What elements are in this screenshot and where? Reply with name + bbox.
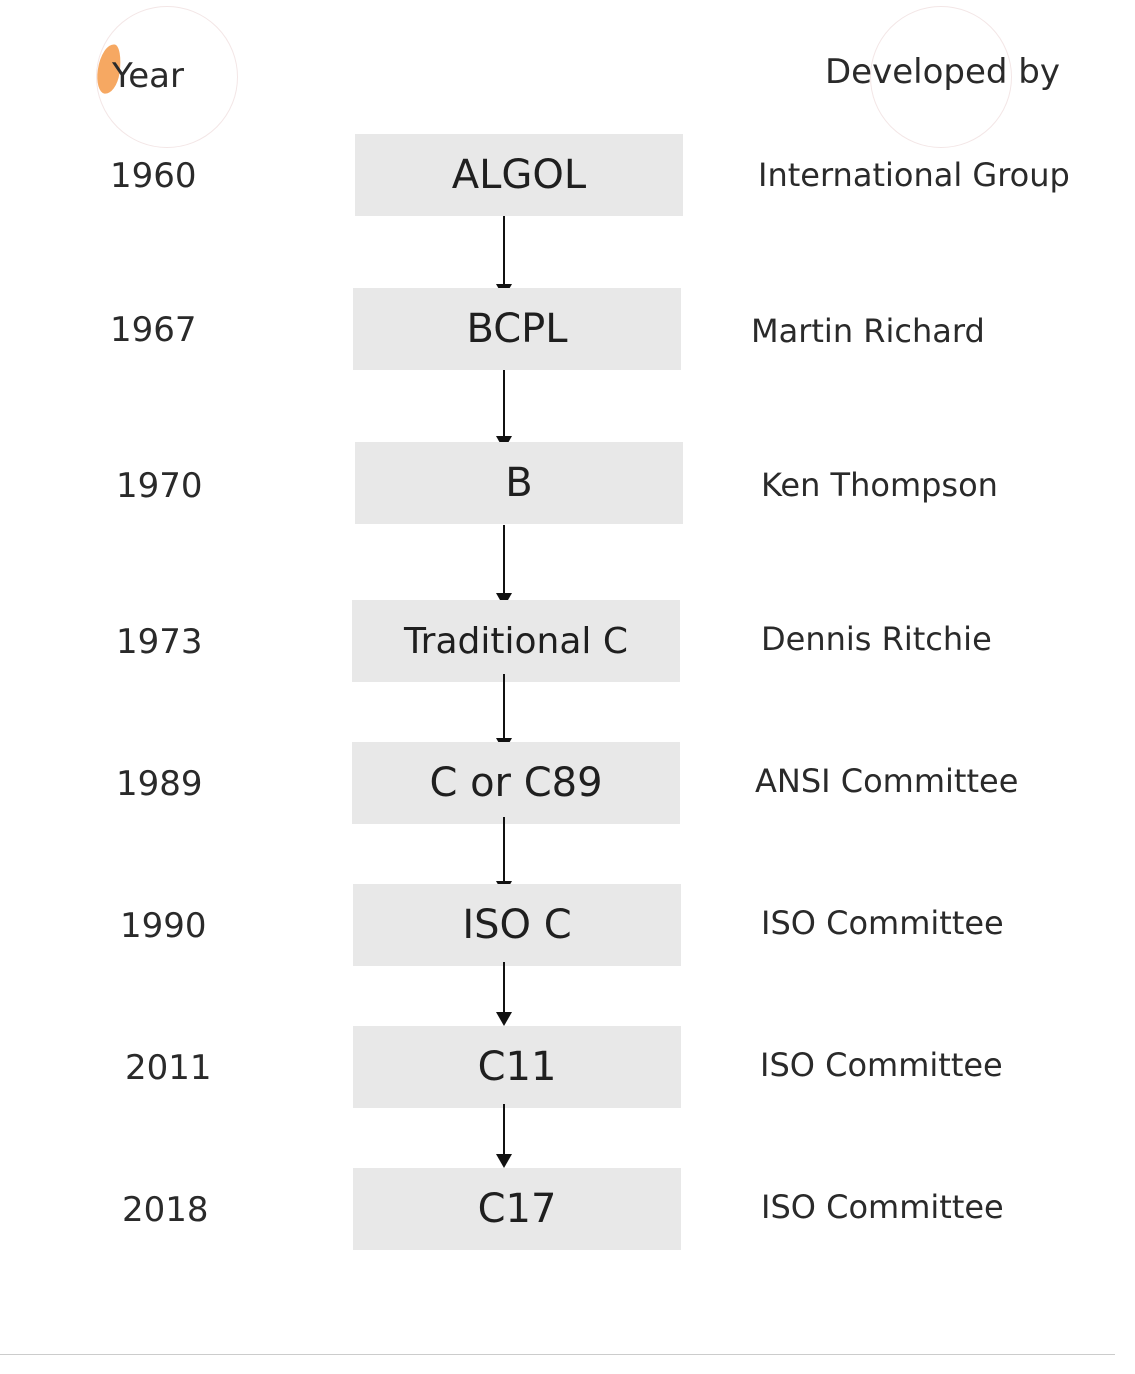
developer-label: ISO Committee xyxy=(761,904,1004,942)
year-label: 1960 xyxy=(110,156,197,196)
year-column-header: Year xyxy=(112,56,184,96)
language-box: ALGOL xyxy=(355,134,683,216)
decorative-circle-right xyxy=(870,6,1012,148)
flow-arrow xyxy=(496,525,512,607)
language-label: B xyxy=(505,460,533,506)
flow-arrow xyxy=(496,1104,512,1168)
year-label: 1990 xyxy=(120,906,207,946)
year-label: 1970 xyxy=(116,466,203,506)
language-box: C17 xyxy=(353,1168,681,1250)
flow-arrow xyxy=(496,216,512,298)
language-box: B xyxy=(355,442,683,524)
developer-label: Ken Thompson xyxy=(761,466,998,504)
flow-arrow xyxy=(496,962,512,1026)
language-label: ISO C xyxy=(462,902,572,948)
language-label: C17 xyxy=(477,1186,557,1232)
language-box: Traditional C xyxy=(352,600,680,682)
developer-column-header: Developed by xyxy=(825,52,1060,92)
developer-label: ISO Committee xyxy=(760,1046,1003,1084)
language-box: ISO C xyxy=(353,884,681,966)
year-label: 1967 xyxy=(110,310,197,350)
language-label: ALGOL xyxy=(451,152,587,198)
flow-arrow xyxy=(496,370,512,450)
developer-label: ISO Committee xyxy=(761,1188,1004,1226)
flow-arrow xyxy=(496,674,512,752)
developer-label: International Group xyxy=(758,156,1070,194)
language-label: BCPL xyxy=(466,306,568,352)
bottom-divider xyxy=(0,1354,1115,1355)
language-label: C or C89 xyxy=(429,760,603,806)
year-label: 2011 xyxy=(125,1048,212,1088)
developer-label: ANSI Committee xyxy=(755,762,1019,800)
language-label: C11 xyxy=(477,1044,557,1090)
language-label: Traditional C xyxy=(403,620,628,662)
language-box: C11 xyxy=(353,1026,681,1108)
language-box: BCPL xyxy=(353,288,681,370)
developer-label: Martin Richard xyxy=(751,312,985,350)
year-label: 1973 xyxy=(116,622,203,662)
language-box: C or C89 xyxy=(352,742,680,824)
flow-arrow xyxy=(496,817,512,895)
year-label: 2018 xyxy=(122,1190,209,1230)
developer-label: Dennis Ritchie xyxy=(761,620,992,658)
year-label: 1989 xyxy=(116,764,203,804)
